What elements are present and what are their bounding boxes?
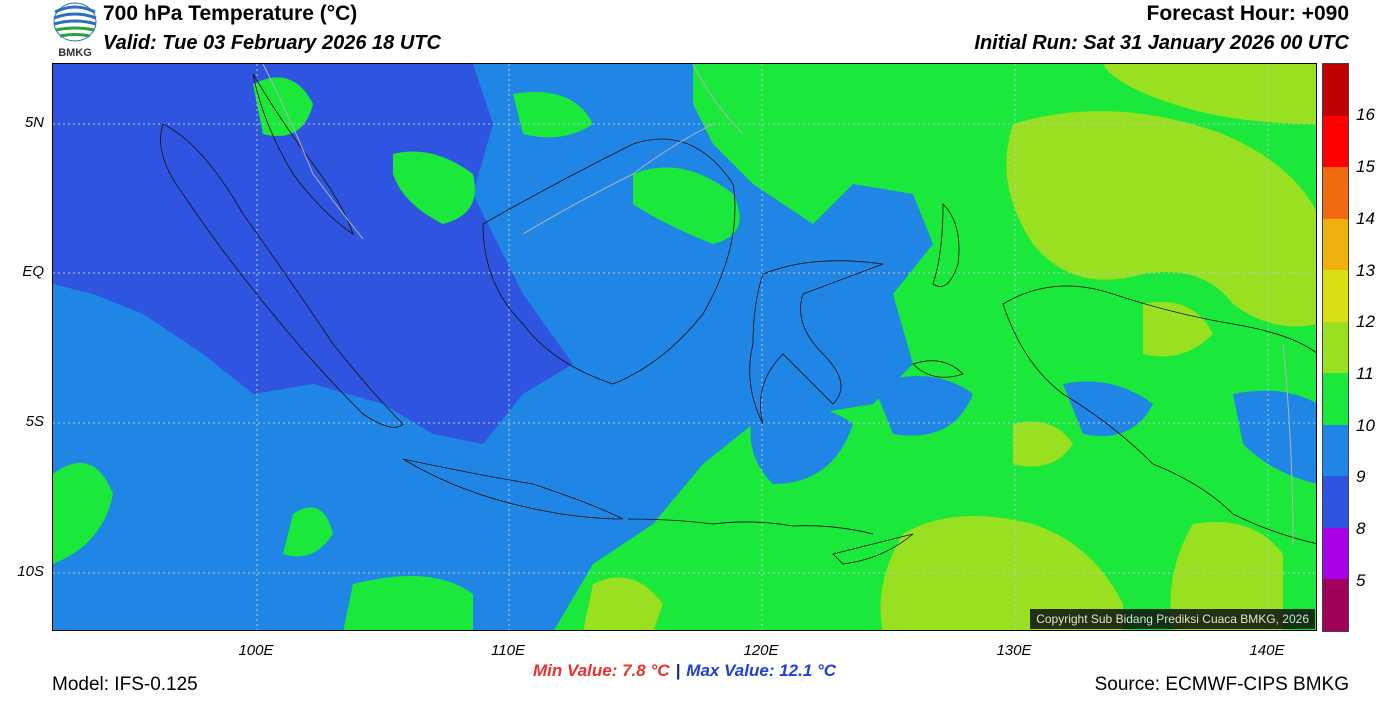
lat-label-5n: 5N: [24, 114, 44, 131]
valid-time: Valid: Tue 03 February 2026 18 UTC: [103, 32, 441, 54]
colorbar-segment: [1323, 424, 1348, 477]
colorbar-label-12: 12: [1356, 312, 1375, 331]
logo-text: BMKG: [58, 47, 92, 59]
forecast-hour: Forecast Hour: +090: [1146, 2, 1350, 25]
colorbar-label-14: 14: [1356, 209, 1375, 228]
lat-label-5s: 5S: [25, 413, 44, 430]
lat-label-eq: EQ: [22, 263, 44, 280]
lon-label-110e: 110E: [491, 642, 525, 659]
colorbar-label-10: 10: [1356, 416, 1375, 435]
lon-label-100e: 100E: [238, 642, 274, 659]
colorbar-segment: [1323, 321, 1348, 374]
colorbar-segment: [1323, 115, 1348, 168]
colorbar-label-9: 9: [1356, 467, 1366, 486]
colorbar-label-16: 16: [1356, 105, 1375, 124]
lon-label-130e: 130E: [996, 642, 1032, 659]
lat-label-10s: 10S: [17, 563, 44, 580]
colorbar-segment: [1323, 527, 1348, 580]
min-max-separator: |: [675, 661, 681, 680]
colorbar-label-13: 13: [1356, 261, 1375, 280]
colorbar-label-11: 11: [1356, 364, 1374, 383]
colorbar-segment: [1323, 579, 1348, 632]
lon-label-140e: 140E: [1249, 642, 1285, 659]
bmkg-globe-icon: [53, 2, 97, 42]
min-max-values: Min Value: 7.8 °C | Max Value: 12.1 °C: [533, 661, 836, 681]
source-label: Source: ECMWF-CIPS BMKG: [1094, 674, 1349, 695]
colorbar-segment: [1323, 476, 1348, 529]
min-value: Min Value: 7.8 °C: [533, 661, 670, 680]
colorbar-segment: [1323, 167, 1348, 220]
colorbar-label-5: 5: [1356, 571, 1366, 590]
initial-run: Initial Run: Sat 31 January 2026 00 UTC: [974, 32, 1349, 54]
colorbar-segment: [1323, 270, 1348, 323]
copyright-notice: Copyright Sub Bidang Prediksi Cuaca BMKG…: [1030, 609, 1315, 629]
temperature-field: [53, 64, 1316, 630]
model-label: Model: IFS-0.125: [52, 674, 198, 695]
temperature-map: Copyright Sub Bidang Prediksi Cuaca BMKG…: [52, 63, 1317, 631]
colorbar: [1322, 63, 1349, 632]
colorbar-label-8: 8: [1356, 519, 1366, 538]
bmkg-logo: [50, 0, 100, 60]
lon-label-120e: 120E: [743, 642, 779, 659]
max-value: Max Value: 12.1 °C: [686, 661, 837, 680]
colorbar-segment: [1323, 373, 1348, 426]
colorbar-label-15: 15: [1356, 157, 1375, 176]
colorbar-segment: [1323, 218, 1348, 271]
colorbar-segment: [1323, 64, 1348, 117]
chart-title: 700 hPa Temperature (°C): [103, 2, 358, 25]
